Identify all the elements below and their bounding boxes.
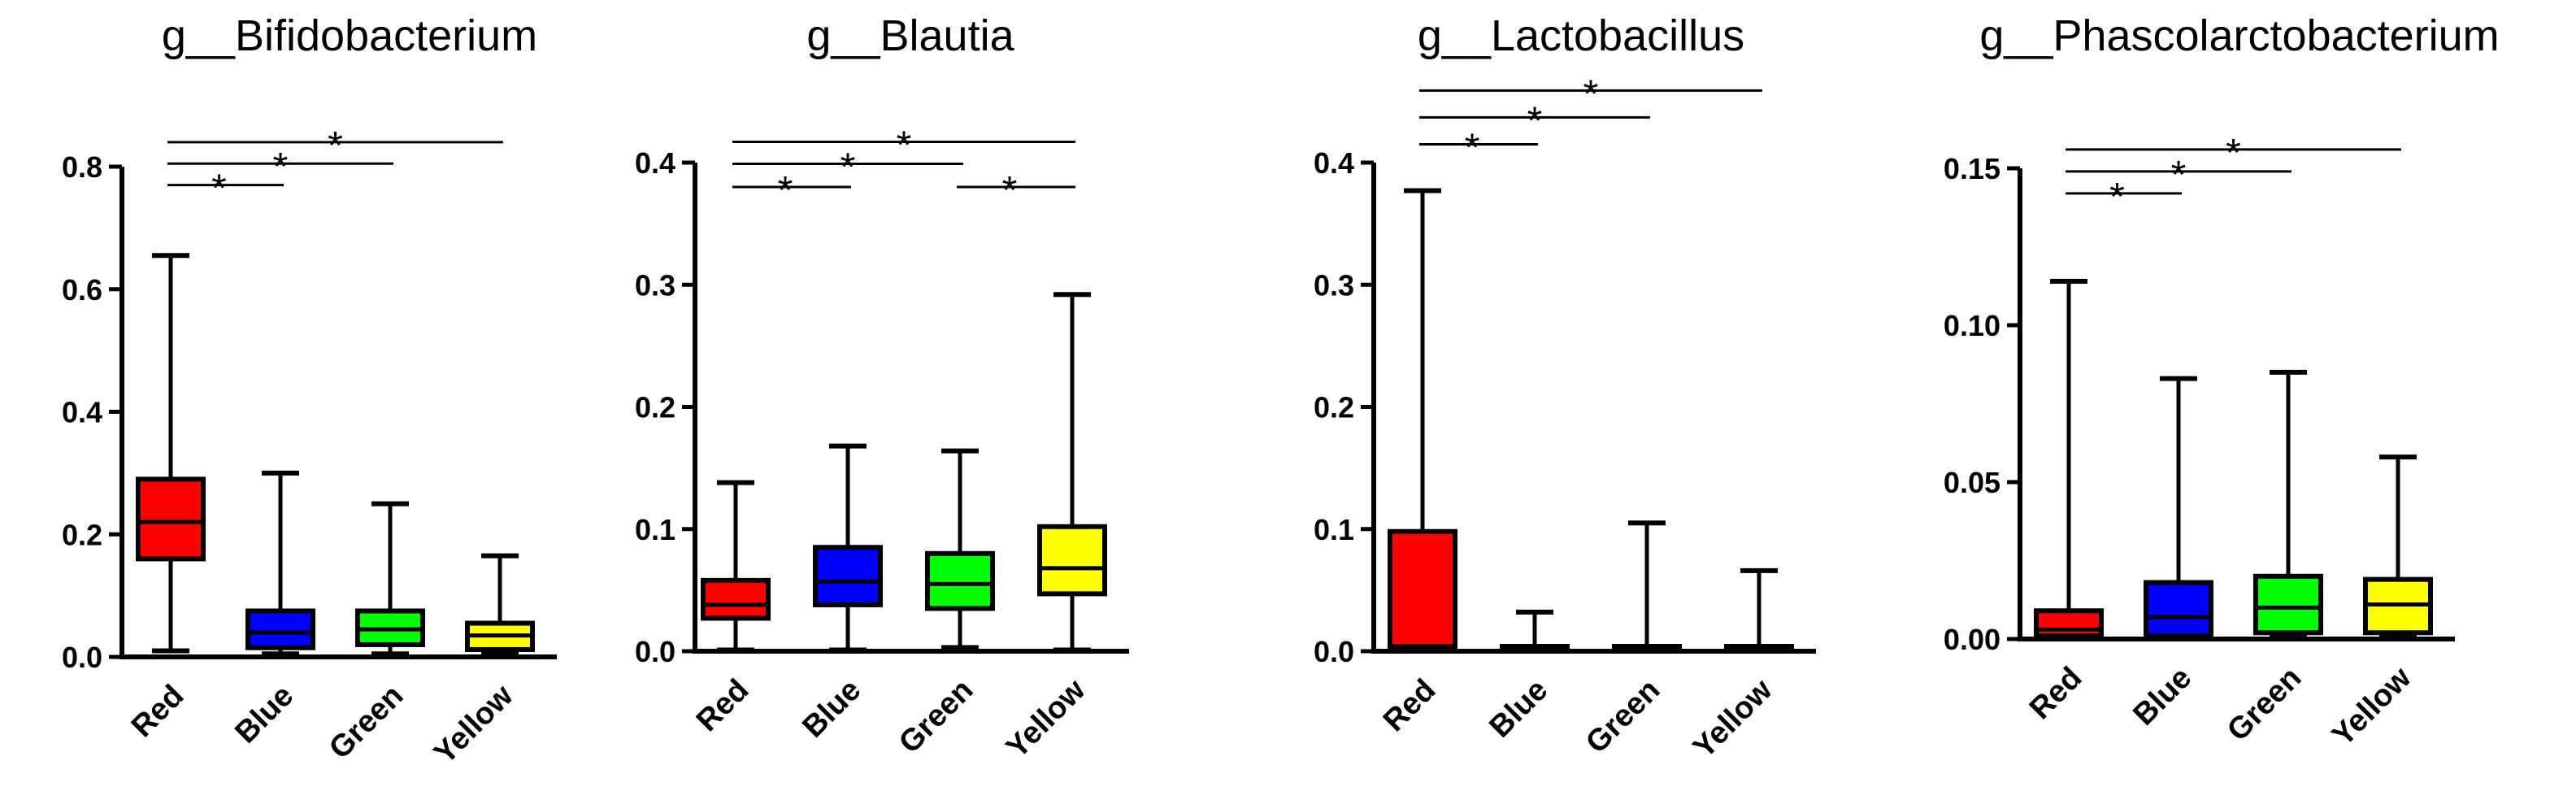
y-tick-label: 0.05 [1944, 466, 2000, 499]
box-red [2034, 608, 2104, 639]
y-tick-label: 0.4 [62, 396, 102, 429]
significance-star: * [778, 169, 793, 212]
panel-bifidobacterium: g__Bifidobacterium 0.0 0.2 0.4 0.6 0.8 Red Blu… [62, 11, 557, 771]
significance-star: * [273, 146, 289, 189]
box-red [701, 577, 771, 621]
box-blue [2144, 580, 2213, 639]
panel-title: g__Bifidobacterium [162, 11, 537, 60]
significance-star: * [1527, 99, 1543, 142]
y-tick-label: 0.2 [62, 518, 102, 551]
x-category-label: Red [690, 673, 755, 738]
box-green [2253, 573, 2323, 636]
x-category-label: Yellow [428, 678, 520, 771]
x-category-label: Green [2221, 661, 2308, 748]
x-category-label: Yellow [1687, 672, 1779, 765]
y-tick-label: 0.2 [635, 391, 675, 424]
box-blue [245, 608, 315, 650]
y-tick-label: 0.4 [635, 146, 675, 180]
y-tick-label: 0.8 [62, 150, 102, 184]
y-tick-label: 0.3 [1314, 268, 1354, 302]
significance-star: * [1583, 72, 1599, 115]
box-yellow [1037, 524, 1107, 597]
x-category-label: Red [2023, 661, 2088, 726]
box-green [925, 550, 995, 611]
y-tick-label: 0.1 [635, 513, 675, 546]
significance-star: * [2109, 176, 2125, 219]
significance-star: * [2171, 154, 2187, 197]
y-tick-label: 0.00 [1944, 623, 2000, 656]
y-tick-label: 0.6 [62, 273, 102, 307]
significance-star: * [211, 167, 227, 211]
y-tick-label: 0.0 [1314, 635, 1354, 668]
x-category-label: Yellow [2326, 660, 2418, 753]
panel-title: g__Lactobacillus [1418, 11, 1744, 60]
x-category-label: Yellow [1000, 672, 1093, 765]
box-red [136, 476, 206, 562]
y-tick-label: 0.3 [635, 268, 675, 302]
significance-star: * [897, 124, 912, 167]
x-category-label: Blue [796, 673, 867, 745]
panel-phascolarctobacterium: g__Phascolarctobacterium 0.00 0.05 0.10 0.1… [1944, 11, 2500, 753]
panel-title: g__Phascolarctobacterium [1979, 11, 2499, 60]
x-category-label: Green [323, 679, 410, 766]
y-tick-label: 0.15 [1944, 152, 2000, 185]
significance-star: * [841, 146, 856, 189]
y-tick-label: 0.4 [1314, 146, 1354, 180]
panel-blautia: g__Blautia 0.0 0.1 0.2 0.3 0.4 Red Blue Green Ye… [635, 11, 1129, 765]
significance-star: * [328, 124, 343, 167]
box-red [1388, 528, 1457, 651]
significance-star: * [1002, 169, 1018, 212]
x-category-label: Red [125, 679, 190, 744]
y-tick-label: 0.0 [62, 641, 102, 674]
x-category-label: Green [893, 673, 980, 760]
x-category-label: Blue [228, 679, 300, 750]
box-blue [813, 545, 883, 607]
y-tick-label: 0.10 [1944, 309, 2000, 342]
significance-star: * [1465, 126, 1480, 169]
panel-title: g__Blautia [806, 11, 1014, 60]
x-category-label: Green [1579, 673, 1666, 760]
y-tick-label: 0.0 [635, 635, 675, 668]
panel-lactobacillus: g__Lactobacillus 0.0 0.1 0.2 0.3 0.4 Red Blue G… [1314, 11, 1816, 765]
x-category-label: Blue [2126, 661, 2198, 733]
y-tick-label: 0.1 [1314, 513, 1354, 546]
x-category-label: Red [1377, 673, 1442, 738]
significance-star: * [2226, 132, 2241, 175]
x-category-label: Blue [1483, 673, 1554, 745]
y-tick-label: 0.2 [1314, 391, 1354, 424]
